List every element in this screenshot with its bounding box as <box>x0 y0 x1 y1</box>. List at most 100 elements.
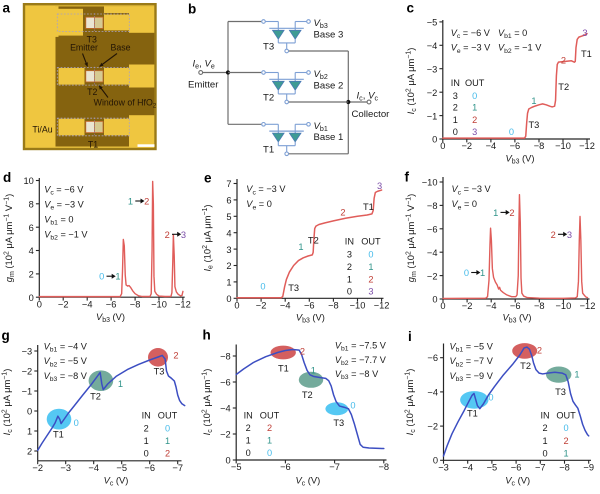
svg-text:Vc​ = −3 V: Vc​ = −3 V <box>246 184 286 196</box>
svg-text:0: 0 <box>234 301 239 311</box>
svg-text:2: 2 <box>144 197 149 207</box>
svg-text:−8: −8 <box>427 201 438 211</box>
svg-text:−2: −2 <box>427 88 438 98</box>
svg-text:T3: T3 <box>263 42 274 53</box>
svg-text:0: 0 <box>74 418 79 428</box>
svg-text:T2: T2 <box>302 390 313 400</box>
svg-text:1: 1 <box>472 103 477 113</box>
svg-text:3: 3 <box>347 250 352 260</box>
svg-text:−10: −10 <box>422 178 438 188</box>
svg-text:gm​ (102​ μA μm−1​ V−1​): gm​ (102​ μA μm−1​ V−1​) <box>405 194 418 282</box>
svg-text:1: 1 <box>347 274 352 284</box>
svg-text:1: 1 <box>480 268 485 278</box>
svg-text:−10: −10 <box>555 141 571 151</box>
svg-text:Ic​ (102​ μA μm−1​): Ic​ (102​ μA μm−1​) <box>201 369 214 436</box>
svg-text:3: 3 <box>181 230 186 240</box>
svg-text:1: 1 <box>144 436 149 446</box>
svg-text:−8: −8 <box>130 299 141 309</box>
svg-text:−6: −6 <box>106 299 117 309</box>
svg-text:2: 2 <box>509 208 514 218</box>
svg-text:−8: −8 <box>328 301 339 311</box>
svg-text:1: 1 <box>311 365 316 375</box>
svg-text:−5: −5 <box>427 18 438 28</box>
svg-text:2: 2 <box>537 346 542 356</box>
svg-text:T2: T2 <box>87 87 97 97</box>
svg-text:1: 1 <box>564 448 569 458</box>
svg-text:Ve​ = 0: Ve​ = 0 <box>452 199 478 211</box>
svg-text:−4: −4 <box>427 248 438 258</box>
svg-text:0: 0 <box>350 401 355 411</box>
svg-text:−12: −12 <box>175 299 191 309</box>
svg-text:−6: −6 <box>220 377 231 387</box>
svg-text:IN: IN <box>244 411 253 421</box>
svg-text:−2: −2 <box>427 422 438 432</box>
svg-text:0: 0 <box>27 406 32 416</box>
svg-text:i: i <box>408 329 412 344</box>
svg-text:T3: T3 <box>529 120 540 130</box>
svg-text:Vb1​ = −4 V: Vb1​ = −4 V <box>44 341 88 353</box>
svg-text:−4: −4 <box>486 301 497 311</box>
svg-text:0: 0 <box>433 456 438 466</box>
svg-text:−12: −12 <box>579 141 595 151</box>
svg-text:OUT: OUT <box>556 411 576 421</box>
svg-text:−2: −2 <box>427 271 438 281</box>
svg-text:−10: −10 <box>556 301 572 311</box>
svg-text:e: e <box>204 171 212 186</box>
svg-text:Ie​ (102​ μA μm−1​): Ie​ (102​ μA μm−1​) <box>202 204 215 271</box>
svg-text:Vb3​ (V): Vb3​ (V) <box>296 312 325 325</box>
svg-text:Ic​ (102​ μA μm−1​): Ic​ (102​ μA μm−1​) <box>405 48 418 115</box>
svg-text:−4: −4 <box>462 463 473 473</box>
svg-text:0: 0 <box>432 135 437 145</box>
svg-text:1: 1 <box>531 96 536 106</box>
svg-text:0: 0 <box>347 287 352 297</box>
svg-text:IN: IN <box>142 411 151 421</box>
svg-text:0: 0 <box>509 127 514 137</box>
svg-text:2: 2 <box>165 230 170 240</box>
svg-text:T2: T2 <box>308 236 319 246</box>
svg-text:T1: T1 <box>467 409 478 419</box>
svg-text:0: 0 <box>260 282 265 292</box>
svg-text:OUT: OUT <box>465 78 485 88</box>
svg-text:Vb2​ = −1 V: Vb2​ = −1 V <box>44 229 88 241</box>
svg-text:−1: −1 <box>22 386 33 396</box>
svg-text:Ve​ = 0: Ve​ = 0 <box>246 199 272 211</box>
svg-text:c: c <box>407 1 415 16</box>
svg-text:2: 2 <box>29 270 34 280</box>
svg-text:−6: −6 <box>144 463 155 473</box>
svg-text:T3: T3 <box>288 283 299 293</box>
svg-text:0: 0 <box>464 268 469 278</box>
svg-text:−6: −6 <box>510 301 521 311</box>
svg-text:0: 0 <box>37 299 42 309</box>
svg-text:1: 1 <box>226 278 231 288</box>
svg-text:T3: T3 <box>154 367 165 377</box>
svg-text:−2: −2 <box>461 141 472 151</box>
svg-text:0: 0 <box>488 393 493 403</box>
svg-text:Vb1​ = 0: Vb1​ = 0 <box>44 214 73 226</box>
svg-text:a: a <box>3 1 11 16</box>
svg-text:−8: −8 <box>378 462 389 472</box>
svg-text:4: 4 <box>29 246 34 256</box>
svg-text:Vb2​ = −1 V: Vb2​ = −1 V <box>498 43 542 55</box>
svg-text:IN: IN <box>345 237 354 247</box>
svg-text:3: 3 <box>453 91 458 101</box>
svg-text:Vb3​ (V): Vb3​ (V) <box>96 311 125 324</box>
svg-text:T2: T2 <box>263 93 274 104</box>
svg-text:Emitter: Emitter <box>70 43 98 53</box>
svg-text:6: 6 <box>226 196 231 206</box>
svg-text:2: 2 <box>267 423 272 433</box>
svg-text:2: 2 <box>300 347 305 357</box>
svg-text:gm​ (102​ μA μm−1​ V−1​): gm​ (102​ μA μm−1​ V−1​) <box>3 194 16 282</box>
svg-text:OUT: OUT <box>158 411 178 421</box>
svg-text:0: 0 <box>564 423 569 433</box>
svg-text:−8: −8 <box>534 301 545 311</box>
svg-text:−4: −4 <box>486 141 497 151</box>
svg-text:−3: −3 <box>22 346 33 356</box>
svg-text:−3: −3 <box>427 64 438 74</box>
svg-text:OUT: OUT <box>361 237 381 247</box>
svg-text:0: 0 <box>368 250 373 260</box>
svg-text:Vc​ (V): Vc​ (V) <box>505 474 530 487</box>
svg-text:Vb1​ = −5 V: Vb1​ = −5 V <box>450 341 494 353</box>
svg-text:1: 1 <box>128 197 133 207</box>
svg-text:T3: T3 <box>87 35 97 45</box>
svg-text:Vb3​ (V): Vb3​ (V) <box>502 312 531 325</box>
